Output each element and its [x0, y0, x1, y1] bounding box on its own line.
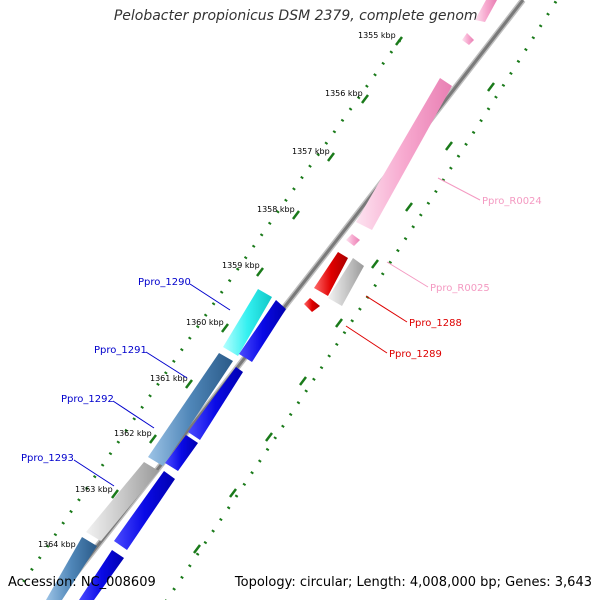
ruler-label-1355: 1355 kbp [358, 31, 396, 40]
ruler-tick-1355 [395, 36, 403, 46]
gene-label-ppro-r0025[interactable]: Ppro_R0025 [430, 283, 490, 294]
gene-feature-blue-3[interactable] [165, 435, 198, 471]
gene-feature-ppro-r0024[interactable] [356, 78, 452, 230]
ruler-label-1357: 1357 kbp [292, 147, 330, 156]
inner-ruler-tick [405, 202, 413, 212]
ruler-tick-1357 [327, 152, 335, 162]
ruler-label-1359: 1359 kbp [222, 261, 260, 270]
ruler-label-1362: 1362 kbp [114, 429, 152, 438]
genome-title: Pelobacter propionicus DSM 2379, complet… [113, 8, 487, 24]
inner-ruler-tick [193, 544, 201, 554]
gene-feature-ppro-1291[interactable] [148, 353, 233, 466]
inner-ruler-tick [299, 376, 307, 386]
gene-feature-blue-4[interactable] [114, 471, 175, 550]
ruler-label-1360: 1360 kbp [186, 318, 224, 327]
ruler-tick-1361 [185, 379, 193, 389]
gene-label-ppro-1292[interactable]: Ppro_1292 [61, 394, 114, 405]
inner-ruler-tick [265, 432, 273, 442]
ruler-tick-1360 [221, 323, 229, 333]
callout-line-ppro-1292 [112, 400, 155, 429]
gene-feature-blue-1[interactable] [239, 300, 286, 362]
callout-line-ppro-1289 [345, 325, 388, 354]
ruler-tick-1358 [292, 210, 300, 220]
gene-feature-trna-small[interactable] [462, 33, 474, 45]
gene-feature-ppro-1292[interactable] [86, 462, 159, 541]
callout-line-ppro-1293 [73, 459, 115, 487]
gene-feature-ppro-1288-grey[interactable] [328, 258, 364, 306]
inner-ruler-tick [487, 82, 495, 92]
gene-label-ppro-1291[interactable]: Ppro_1291 [94, 345, 147, 356]
inner-ruler-tick [229, 488, 237, 498]
gene-label-ppro-1289[interactable]: Ppro_1289 [389, 349, 442, 360]
gene-feature-blue-5[interactable] [79, 550, 124, 600]
ruler-label-1361: 1361 kbp [150, 374, 188, 383]
gene-feature-ppro-1293[interactable] [46, 537, 97, 600]
inner-track-dots [164, 0, 559, 600]
inner-ruler-tick [371, 259, 379, 269]
callout-line-ppro-1288 [365, 295, 408, 323]
gene-feature-ppro-r0025[interactable] [346, 234, 360, 246]
ruler-tick-1356 [361, 94, 369, 104]
genome-summary-text: Topology: circular; Length: 4,008,000 bp… [234, 575, 592, 590]
accession-text: Accession: NC_008609 [8, 575, 156, 590]
gene-feature-trna-top[interactable] [475, 0, 497, 22]
outer-track-dots [16, 39, 402, 591]
gene-feature-blue-2[interactable] [188, 367, 243, 440]
gene-label-ppro-1288[interactable]: Ppro_1288 [409, 318, 462, 329]
gene-label-ppro-1293[interactable]: Ppro_1293 [21, 453, 74, 464]
inner-ruler-tick [445, 141, 453, 151]
callout-line-ppro-1291 [145, 351, 188, 379]
gene-feature-ppro-1289[interactable] [304, 298, 320, 312]
ruler-label-1358: 1358 kbp [257, 205, 295, 214]
ruler-tick-1362 [149, 434, 157, 444]
inner-ruler-tick [335, 318, 343, 328]
callout-line-ppro-1290 [189, 283, 231, 311]
callout-line-ppro-r0025 [386, 261, 429, 288]
ruler-tick-1363 [111, 489, 119, 499]
ruler-tick-1359 [256, 267, 264, 277]
gene-feature-ppro-1288[interactable] [314, 252, 348, 296]
ruler-label-1364: 1364 kbp [38, 540, 76, 549]
ruler-label-1356: 1356 kbp [325, 89, 363, 98]
gene-label-ppro-r0024[interactable]: Ppro_R0024 [482, 196, 542, 207]
callout-line-ppro-r0024 [437, 177, 481, 201]
ruler-label-1363: 1363 kbp [75, 485, 113, 494]
gene-feature-ppro-1290[interactable] [223, 289, 272, 356]
gene-label-ppro-1290[interactable]: Ppro_1290 [138, 277, 191, 288]
